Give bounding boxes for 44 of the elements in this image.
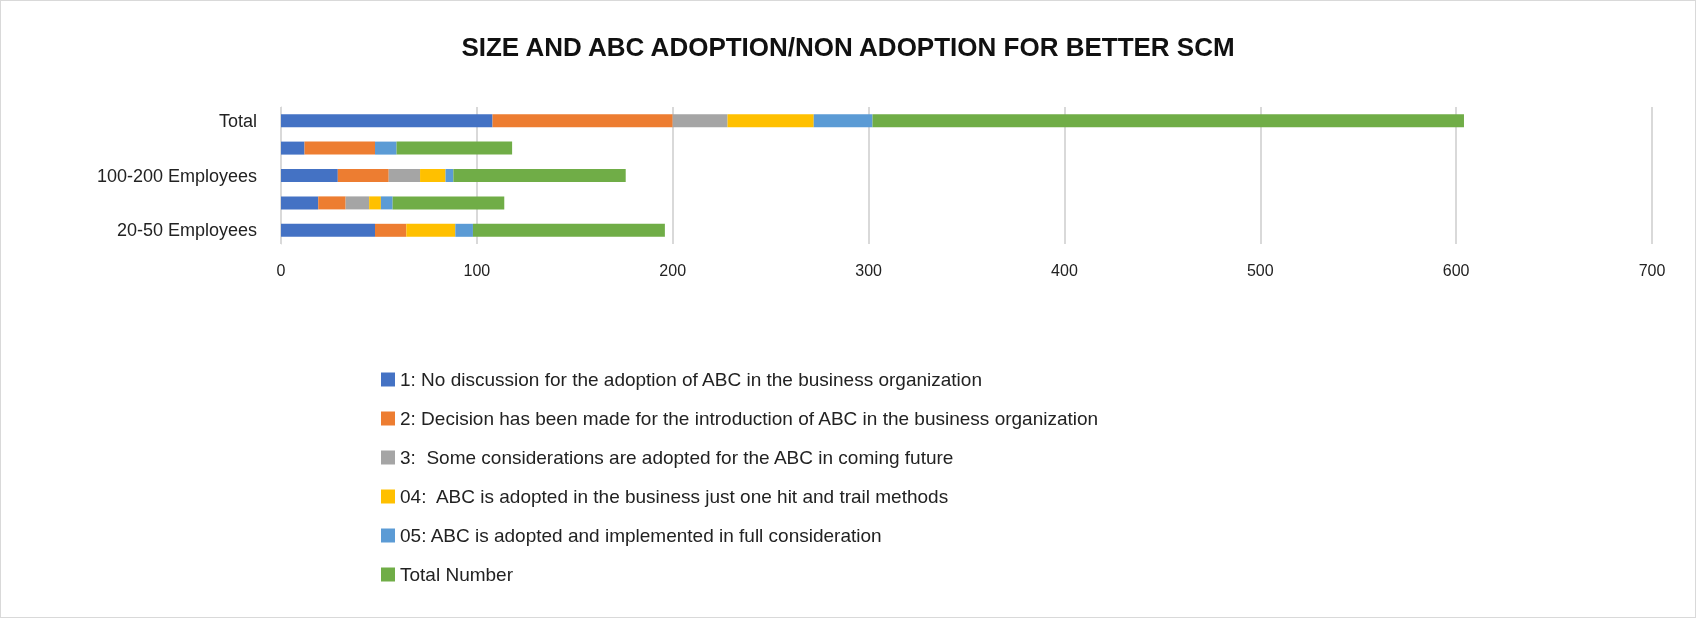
bar (281, 141, 305, 155)
bar (406, 223, 456, 237)
bar (492, 114, 673, 128)
bar (396, 141, 513, 155)
bar (380, 196, 393, 210)
x-tick-label: 200 (659, 261, 687, 279)
x-tick-label: 300 (855, 261, 883, 279)
x-tick-label: 600 (1442, 261, 1470, 279)
bar (281, 223, 376, 237)
x-tick-label: 700 (1638, 261, 1666, 279)
bar (281, 196, 319, 210)
legend-label: 3: Some considerations are adopted for the ABC in coming future (400, 447, 954, 468)
bar (388, 169, 421, 182)
bar (453, 169, 626, 182)
bar (375, 223, 407, 237)
bar (872, 114, 1464, 128)
bar (318, 196, 346, 210)
legend-label: 1: No discussion for the adoption of ABC in the business organization (400, 369, 982, 390)
legend-label: Total Number (400, 564, 514, 585)
bar (472, 223, 665, 237)
bar (392, 196, 505, 210)
bar (420, 169, 446, 182)
legend-label: 2: Decision has been made for the introduction of ABC in the business organization (400, 408, 1099, 429)
bar (672, 114, 728, 128)
x-tick-label: 0 (276, 261, 286, 279)
bar (345, 196, 370, 210)
bar (727, 114, 814, 128)
bar (455, 223, 473, 237)
x-tick-label: 400 (1051, 261, 1078, 279)
y-tick-label: Total (218, 110, 257, 131)
bar (337, 169, 389, 182)
legend-label: 04: ABC is adopted in the business just one hit and trail methods (400, 486, 949, 507)
chart-title: SIZE AND ABC ADOPTION/NON ADOPTION FOR BETTER SCM (461, 32, 1235, 62)
legend-label: 05: ABC is adopted and implemented in full consideration (400, 525, 882, 546)
bar (375, 141, 397, 155)
bar (281, 114, 493, 128)
x-tick-label: 500 (1246, 261, 1274, 279)
y-tick-label: 20-50 Employees (116, 220, 257, 241)
bar (304, 141, 376, 155)
bar (281, 169, 338, 182)
y-tick-label: 100-200 Employees (96, 165, 257, 186)
bar (369, 196, 381, 210)
bar (813, 114, 873, 128)
x-tick-label: 100 (463, 261, 491, 279)
